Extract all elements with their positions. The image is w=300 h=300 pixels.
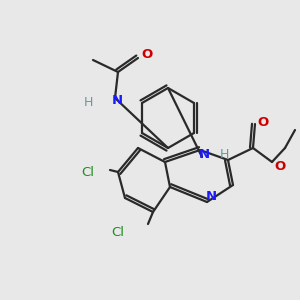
Text: H: H <box>83 97 93 110</box>
Text: N: N <box>198 148 210 161</box>
Text: H: H <box>219 148 229 161</box>
Text: O: O <box>257 116 268 128</box>
Text: Cl: Cl <box>112 226 124 238</box>
Text: N: N <box>111 94 123 107</box>
Text: O: O <box>141 47 153 61</box>
Text: O: O <box>274 160 286 173</box>
Text: Cl: Cl <box>82 166 94 178</box>
Text: N: N <box>206 190 217 202</box>
